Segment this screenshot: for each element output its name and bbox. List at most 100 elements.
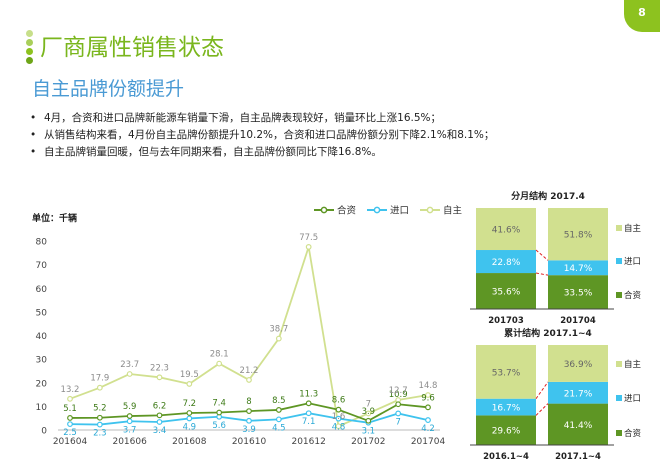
data-label: 3.7: [123, 425, 137, 435]
y-tick-label: 60: [36, 285, 48, 295]
bar-segment: [476, 398, 536, 416]
data-point: [216, 360, 223, 367]
bullet-item: • 自主品牌销量回暖，但与去年同期来看，自主品牌份额同比下降16.8%。: [30, 146, 382, 158]
data-label: 6.2: [153, 401, 167, 411]
data-label: 5.2: [93, 404, 107, 414]
bar-legend-swatch: [616, 430, 622, 436]
data-label: 14.8: [419, 381, 438, 391]
bar-legend-label: 进口: [624, 394, 641, 404]
data-label: 7.2: [183, 399, 197, 409]
data-label: 4.5: [272, 423, 286, 433]
bar-legend-label: 合资: [624, 290, 642, 301]
bar-value-label: 51.8%: [564, 231, 593, 241]
data-label: 3.1: [362, 427, 376, 437]
data-label: 4.8: [332, 423, 346, 433]
x-tick-label: 201610: [232, 437, 267, 447]
data-label: 7.1: [302, 417, 316, 427]
bar-category-label: 201703: [488, 316, 524, 325]
data-label: 2.3: [93, 429, 107, 439]
data-point: [96, 421, 103, 428]
bar-value-label: 41.4%: [564, 421, 593, 431]
x-tick-label: 201704: [411, 437, 446, 447]
bar-category-label: 201704: [560, 316, 596, 325]
data-label: 5.9: [123, 402, 137, 412]
bar-value-label: 29.6%: [492, 427, 521, 437]
bar-legend-swatch: [616, 258, 622, 264]
bar-value-label: 33.5%: [564, 289, 593, 299]
data-point: [275, 335, 282, 342]
data-label: 7.4: [212, 399, 226, 409]
page-title: 厂商属性销售状态: [40, 35, 224, 61]
bar-legend-label: 合资: [624, 428, 642, 439]
data-label: 22.3: [150, 363, 169, 373]
data-point: [67, 415, 73, 421]
connector-line: [535, 272, 549, 276]
data-label: 28.1: [210, 350, 229, 360]
data-label: 3.9: [242, 425, 256, 435]
data-point: [275, 407, 282, 413]
data-point: [305, 244, 312, 250]
bar-segment: [476, 250, 536, 274]
y-tick-label: 70: [36, 261, 48, 271]
data-point: [246, 377, 252, 383]
data-point: [67, 395, 73, 402]
bar-value-label: 36.9%: [564, 360, 593, 370]
data-label: 5.6: [212, 421, 226, 431]
data-label: 12.7: [389, 386, 408, 396]
bar-legend-swatch: [616, 395, 622, 401]
connector-line: [535, 249, 549, 261]
x-tick-label: 201608: [172, 437, 207, 447]
bar-legend-label: 自主: [624, 359, 642, 370]
data-label: 4.9: [183, 422, 197, 432]
y-tick-label: 10: [36, 403, 48, 413]
data-point: [425, 404, 431, 411]
bar-legend-label: 自主: [624, 223, 642, 234]
bar-segment: [548, 260, 608, 276]
page-subtitle: 自主品牌份额提升: [32, 78, 185, 100]
data-label: 19.5: [180, 370, 199, 380]
data-point: [335, 415, 342, 422]
y-tick-label: 20: [36, 379, 48, 389]
data-label: 1.6: [332, 412, 346, 422]
data-point: [67, 421, 73, 427]
data-point: [156, 412, 163, 419]
x-tick-label: 201604: [53, 437, 88, 447]
title-dots-decoration: [0, 0, 40, 70]
data-label: 2.5: [63, 428, 77, 438]
legend-marker: [320, 206, 328, 214]
data-point: [246, 417, 252, 424]
legend-marker: [426, 206, 434, 214]
data-point: [126, 371, 133, 377]
bar-legend-swatch: [616, 292, 622, 298]
data-label: 9.6: [421, 393, 435, 403]
data-label: 8.5: [272, 396, 286, 406]
bar-value-label: 53.7%: [492, 368, 521, 378]
data-label: 21.2: [240, 366, 259, 376]
data-point: [126, 418, 133, 425]
bar-chart-title: 累计结构 2017.1~4: [504, 327, 592, 339]
data-label: 10.9: [389, 390, 408, 400]
bar-chart-title: 分月结构 2017.4: [511, 190, 585, 202]
bar-legend-label: 进口: [624, 257, 641, 267]
legend-label: 合资: [337, 205, 357, 217]
data-label: 77.5: [299, 233, 318, 243]
bullet-item: • 从销售结构来看，4月份自主品牌份额提升10.2%，合资和进口品牌份额分别下降2…: [30, 129, 495, 141]
data-point: [186, 410, 193, 416]
data-point: [305, 410, 312, 417]
data-point: [335, 423, 342, 430]
data-label: 7: [366, 399, 371, 409]
x-tick-label: 201606: [112, 437, 147, 447]
data-point: [275, 416, 282, 423]
data-point: [365, 417, 372, 424]
data-label: 4.2: [421, 424, 435, 434]
bar-segment: [476, 273, 536, 309]
data-label: 3.4: [153, 426, 167, 436]
data-point: [186, 381, 193, 387]
data-point: [425, 417, 431, 423]
page-number-badge: 8: [624, 0, 660, 32]
data-point: [395, 410, 402, 417]
bar-value-label: 22.8%: [492, 258, 521, 268]
bar-segment: [548, 275, 608, 309]
data-label: 7: [395, 417, 400, 427]
y-tick-label: 30: [36, 356, 48, 366]
